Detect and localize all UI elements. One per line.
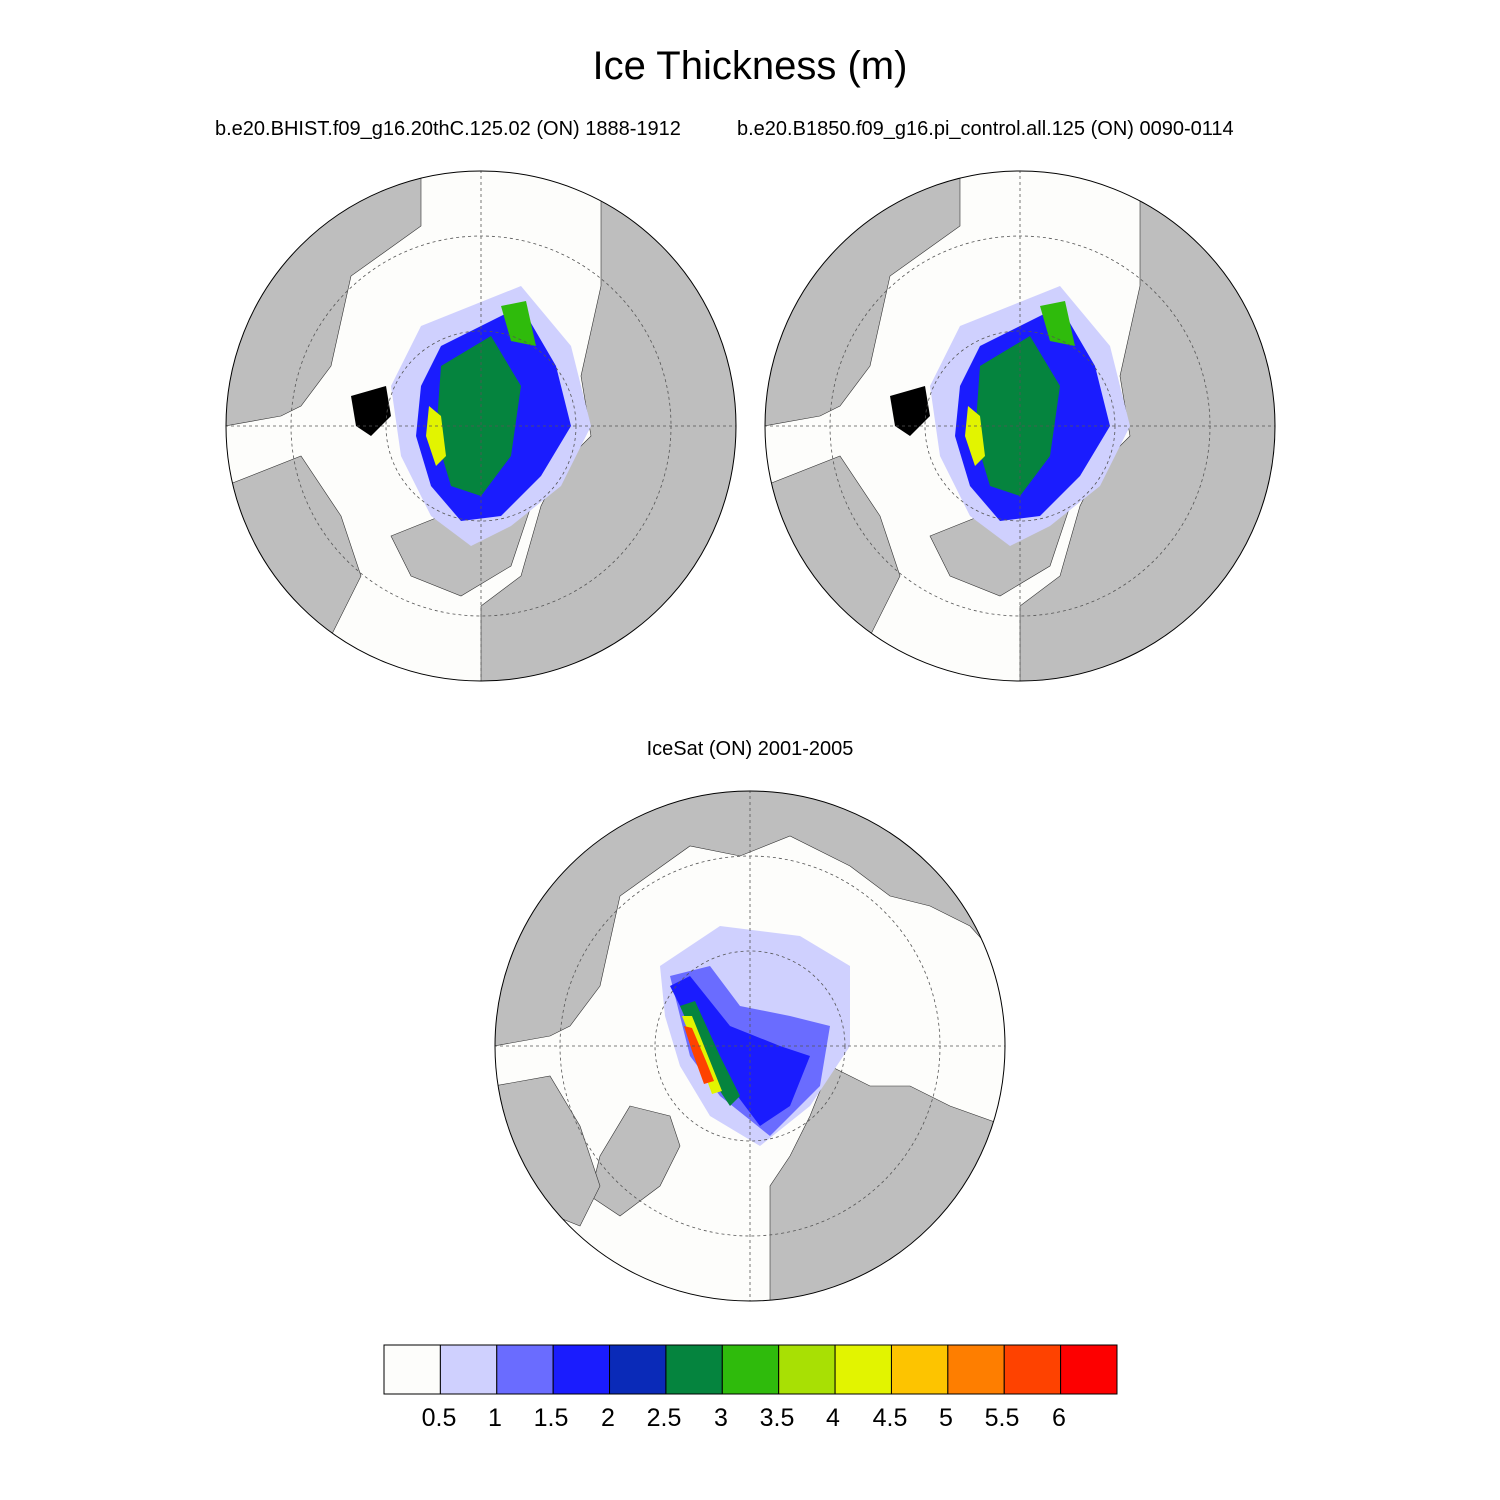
colorbar-label: 1.5 [533, 1404, 569, 1432]
colorbar-swatch [1060, 1344, 1118, 1395]
map-boundary [494, 790, 1006, 1302]
map-boundary [764, 170, 1276, 682]
figure-title: Ice Thickness (m) [592, 44, 908, 88]
ice-thickness-field [890, 286, 1130, 546]
left-panel-subtitle: b.e20.BHIST.f09_g16.20thC.125.02 (ON) 18… [215, 118, 681, 140]
lat-lon-grid [495, 791, 1005, 1301]
ice-band-3 [436, 336, 521, 496]
colorbar-label: 4.5 [872, 1404, 908, 1432]
colorbar-swatch [383, 1344, 441, 1395]
bottom-polar-map [494, 790, 1006, 1302]
colorbar-label: 4 [826, 1404, 840, 1432]
ice-band-6 [684, 1026, 714, 1084]
colorbar-label: 5 [939, 1404, 953, 1432]
colorbar-swatch [439, 1344, 498, 1395]
map-boundary [225, 170, 737, 682]
colorbar-swatch [496, 1344, 554, 1395]
lat-lon-grid [765, 171, 1275, 681]
lat-lon-grid [226, 171, 736, 681]
colorbar [383, 1344, 1118, 1395]
colorbar-labels: 0.5 1 1.5 2 2.5 3 3.5 4 4.5 5 5.5 6 [0, 1404, 1500, 1434]
colorbar-swatch [552, 1344, 611, 1395]
right-panel-subtitle: b.e20.B1850.f09_g16.pi_control.all.125 (… [737, 118, 1234, 140]
left-polar-map [225, 170, 737, 682]
colorbar-label: 2 [601, 1404, 615, 1432]
ice-band-3 [670, 976, 810, 1126]
colorbar-swatch [890, 1344, 949, 1395]
colorbar-label: 1 [488, 1404, 502, 1432]
ice-band-4 [1040, 301, 1075, 346]
colorbar-label: 5.5 [984, 1404, 1020, 1432]
ice-band-4 [501, 301, 536, 346]
colorbar-label: 3.5 [759, 1404, 795, 1432]
colorbar-label: 0.5 [421, 1404, 457, 1432]
colorbar-swatch [778, 1344, 836, 1395]
colorbar-label: 6 [1052, 1404, 1066, 1432]
bottom-panel-subtitle: IceSat (ON) 2001-2005 [646, 738, 854, 760]
colorbar-swatch [665, 1344, 723, 1395]
colorbar-swatch [721, 1344, 780, 1395]
ice-thickness-field [351, 286, 591, 546]
colorbar-swatch [947, 1344, 1005, 1395]
right-polar-map [764, 170, 1276, 682]
colorbar-swatch [1003, 1344, 1062, 1395]
ice-thickness-field [660, 926, 850, 1146]
colorbar-label: 2.5 [646, 1404, 682, 1432]
ice-band-5 [426, 406, 446, 466]
ice-band-3 [975, 336, 1060, 496]
ice-band-5 [965, 406, 985, 466]
ice-band-6 [351, 386, 391, 436]
ice-band-6 [890, 386, 930, 436]
colorbar-swatch [609, 1344, 667, 1395]
colorbar-swatch [834, 1344, 892, 1395]
colorbar-label: 3 [714, 1404, 728, 1432]
